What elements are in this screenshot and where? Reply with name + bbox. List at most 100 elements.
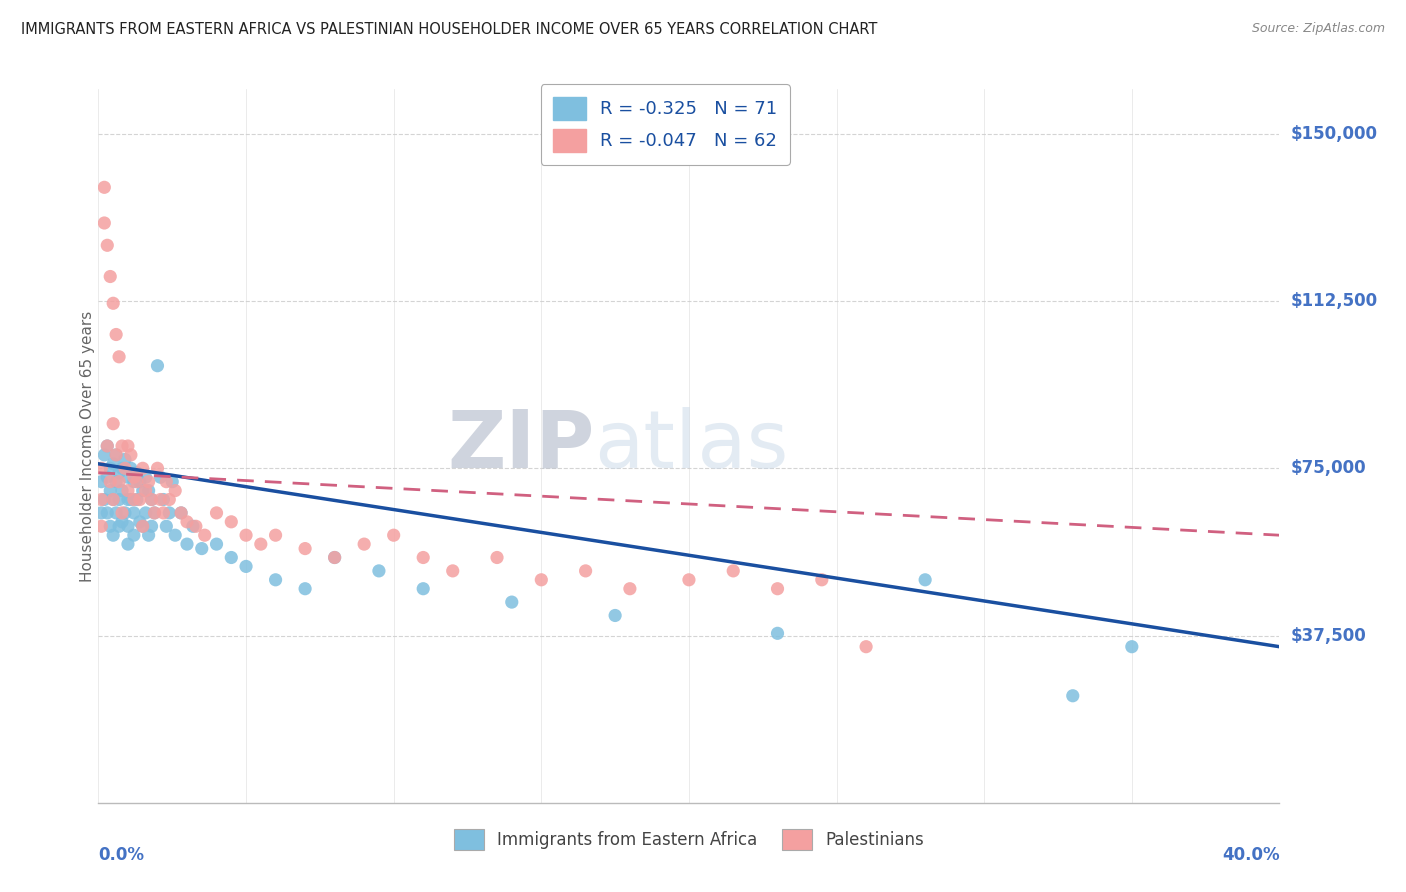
- Point: [132, 519, 155, 533]
- Point: [141, 492, 163, 507]
- Point: [103, 296, 125, 310]
- Point: [103, 492, 125, 507]
- Point: [170, 506, 193, 520]
- Point: [135, 470, 157, 484]
- Point: [194, 528, 217, 542]
- Point: [125, 492, 148, 507]
- Point: [122, 475, 145, 489]
- Point: [108, 466, 131, 480]
- Point: [98, 461, 121, 475]
- Point: [205, 537, 228, 551]
- Point: [111, 483, 134, 498]
- Point: [122, 492, 145, 507]
- Point: [105, 506, 128, 520]
- Point: [149, 492, 172, 507]
- Point: [382, 528, 405, 542]
- Point: [152, 506, 174, 520]
- Point: [170, 506, 193, 520]
- Point: [501, 595, 523, 609]
- Point: [165, 528, 187, 542]
- Point: [181, 519, 204, 533]
- Point: [530, 573, 553, 587]
- Point: [162, 475, 183, 489]
- Point: [323, 550, 346, 565]
- Point: [105, 327, 128, 342]
- Point: [111, 461, 134, 475]
- Point: [184, 519, 207, 533]
- Text: $37,500: $37,500: [1291, 626, 1367, 645]
- Point: [122, 528, 145, 542]
- Point: [128, 492, 150, 507]
- Y-axis label: Householder Income Over 65 years: Householder Income Over 65 years: [80, 310, 94, 582]
- Point: [205, 506, 228, 520]
- Point: [125, 475, 148, 489]
- Legend: Immigrants from Eastern Africa, Palestinians: Immigrants from Eastern Africa, Palestin…: [446, 821, 932, 859]
- Point: [103, 417, 125, 431]
- Point: [117, 439, 139, 453]
- Point: [93, 492, 115, 507]
- Point: [132, 519, 155, 533]
- Point: [103, 528, 125, 542]
- Text: Source: ZipAtlas.com: Source: ZipAtlas.com: [1251, 22, 1385, 36]
- Point: [103, 457, 125, 471]
- Point: [678, 573, 700, 587]
- Point: [117, 519, 139, 533]
- Point: [176, 537, 198, 551]
- Point: [105, 448, 128, 462]
- Point: [114, 461, 136, 475]
- Point: [111, 515, 134, 529]
- Point: [122, 470, 145, 484]
- Point: [108, 350, 131, 364]
- Point: [114, 506, 136, 520]
- Point: [117, 470, 139, 484]
- Point: [157, 492, 180, 507]
- Point: [96, 439, 118, 453]
- Point: [105, 475, 128, 489]
- Point: [96, 470, 118, 484]
- Point: [93, 180, 115, 194]
- Point: [1121, 640, 1143, 654]
- Point: [1062, 689, 1084, 703]
- Point: [143, 506, 166, 520]
- Text: $112,500: $112,500: [1291, 292, 1378, 310]
- Point: [98, 483, 121, 498]
- Point: [138, 528, 160, 542]
- Point: [294, 541, 316, 556]
- Point: [191, 541, 214, 556]
- Point: [132, 461, 155, 475]
- Point: [250, 537, 273, 551]
- Text: 0.0%: 0.0%: [98, 846, 145, 863]
- Point: [810, 573, 832, 587]
- Point: [93, 448, 115, 462]
- Point: [723, 564, 745, 578]
- Point: [132, 483, 155, 498]
- Point: [120, 492, 142, 507]
- Point: [264, 573, 287, 587]
- Point: [117, 492, 139, 507]
- Point: [353, 537, 375, 551]
- Point: [128, 515, 150, 529]
- Point: [96, 238, 118, 252]
- Point: [619, 582, 641, 596]
- Point: [235, 528, 257, 542]
- Point: [138, 475, 160, 489]
- Point: [108, 519, 131, 533]
- Point: [412, 582, 434, 596]
- Point: [412, 550, 434, 565]
- Text: IMMIGRANTS FROM EASTERN AFRICA VS PALESTINIAN HOUSEHOLDER INCOME OVER 65 YEARS C: IMMIGRANTS FROM EASTERN AFRICA VS PALEST…: [21, 22, 877, 37]
- Text: ZIP: ZIP: [447, 407, 595, 485]
- Point: [98, 269, 121, 284]
- Point: [90, 492, 112, 507]
- Text: $150,000: $150,000: [1291, 125, 1378, 143]
- Point: [141, 519, 163, 533]
- Point: [914, 573, 936, 587]
- Point: [176, 515, 198, 529]
- Point: [155, 519, 177, 533]
- Point: [152, 492, 174, 507]
- Point: [111, 439, 134, 453]
- Point: [323, 550, 346, 565]
- Point: [146, 461, 169, 475]
- Point: [221, 515, 243, 529]
- Point: [143, 506, 166, 520]
- Point: [122, 506, 145, 520]
